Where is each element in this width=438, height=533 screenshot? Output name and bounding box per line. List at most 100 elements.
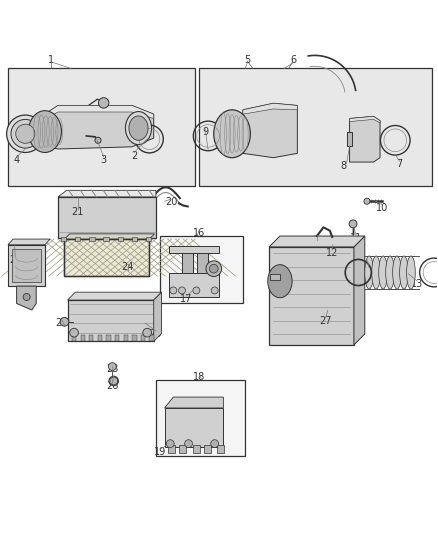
Circle shape [11,119,40,148]
Text: 11: 11 [350,233,362,243]
Polygon shape [110,377,117,385]
Text: 19: 19 [154,447,166,457]
Bar [146,237,151,241]
Bar [141,335,145,341]
Polygon shape [243,103,297,158]
Polygon shape [39,106,154,123]
Bar [179,445,186,453]
Bar [149,335,154,341]
Circle shape [193,287,200,294]
Text: 21: 21 [71,207,84,217]
Circle shape [95,137,101,143]
Polygon shape [269,236,365,247]
Polygon shape [154,292,162,341]
Bar [182,249,193,273]
Circle shape [143,328,152,337]
Circle shape [70,328,78,337]
Circle shape [23,294,30,301]
Bar [197,249,208,273]
Ellipse shape [268,265,292,298]
Text: 4: 4 [14,155,20,165]
Bar [72,335,76,341]
Bar [132,335,137,341]
Polygon shape [64,234,155,239]
Text: 7: 7 [396,159,403,169]
Ellipse shape [372,256,381,289]
Bar [193,445,200,453]
Ellipse shape [365,256,374,289]
Polygon shape [39,106,154,149]
Text: 25: 25 [150,329,162,339]
Bar [58,197,156,238]
Text: 13: 13 [411,279,423,289]
Bar [81,335,85,341]
Bar [269,247,354,345]
Bar [89,237,95,241]
Circle shape [60,318,69,326]
Ellipse shape [399,256,408,289]
Bar [270,274,280,280]
Circle shape [99,98,109,108]
Text: 15: 15 [311,238,323,247]
Circle shape [166,440,174,448]
Text: 17: 17 [180,294,193,304]
Text: 18: 18 [193,373,205,383]
Text: 9: 9 [202,126,208,136]
Bar [106,335,111,341]
Bar [67,300,154,341]
Circle shape [349,220,357,228]
Bar [132,237,137,241]
Text: 12: 12 [326,248,338,259]
Text: 24: 24 [121,262,134,272]
Bar [61,237,66,241]
Polygon shape [350,116,380,123]
Text: 1: 1 [48,55,54,65]
Ellipse shape [379,256,388,289]
Bar [160,236,243,303]
Ellipse shape [214,110,251,158]
Bar [8,68,195,186]
Circle shape [170,287,177,294]
Text: 2: 2 [131,150,137,160]
Circle shape [109,376,118,386]
Bar [103,237,109,241]
Bar [204,445,211,453]
Text: 6: 6 [290,55,296,65]
Circle shape [7,115,44,152]
Bar [75,237,81,241]
Polygon shape [8,239,50,245]
Circle shape [209,264,218,273]
Text: 20: 20 [165,197,177,207]
Ellipse shape [392,256,401,289]
Polygon shape [165,397,223,408]
Text: 10: 10 [376,203,389,213]
Text: 5: 5 [244,55,251,65]
Polygon shape [350,116,380,162]
Bar [12,249,41,282]
Circle shape [185,440,192,448]
Polygon shape [58,190,156,197]
Ellipse shape [406,256,415,289]
Bar [64,239,149,276]
Bar [64,239,149,276]
Text: 26: 26 [106,381,119,391]
Circle shape [211,440,219,448]
Bar [117,237,123,241]
Circle shape [211,287,218,294]
Bar [124,335,128,341]
Ellipse shape [125,111,152,144]
Circle shape [109,362,116,370]
Polygon shape [243,103,297,114]
Text: 23: 23 [106,364,119,374]
Bar [115,335,119,341]
Circle shape [206,261,222,277]
Text: 14: 14 [363,266,375,276]
Text: 8: 8 [340,161,346,172]
Ellipse shape [129,116,148,140]
Bar [156,379,245,456]
Bar [168,445,175,453]
Polygon shape [17,286,36,310]
Text: 23: 23 [55,318,67,328]
Bar [217,445,224,453]
Bar [165,408,223,447]
